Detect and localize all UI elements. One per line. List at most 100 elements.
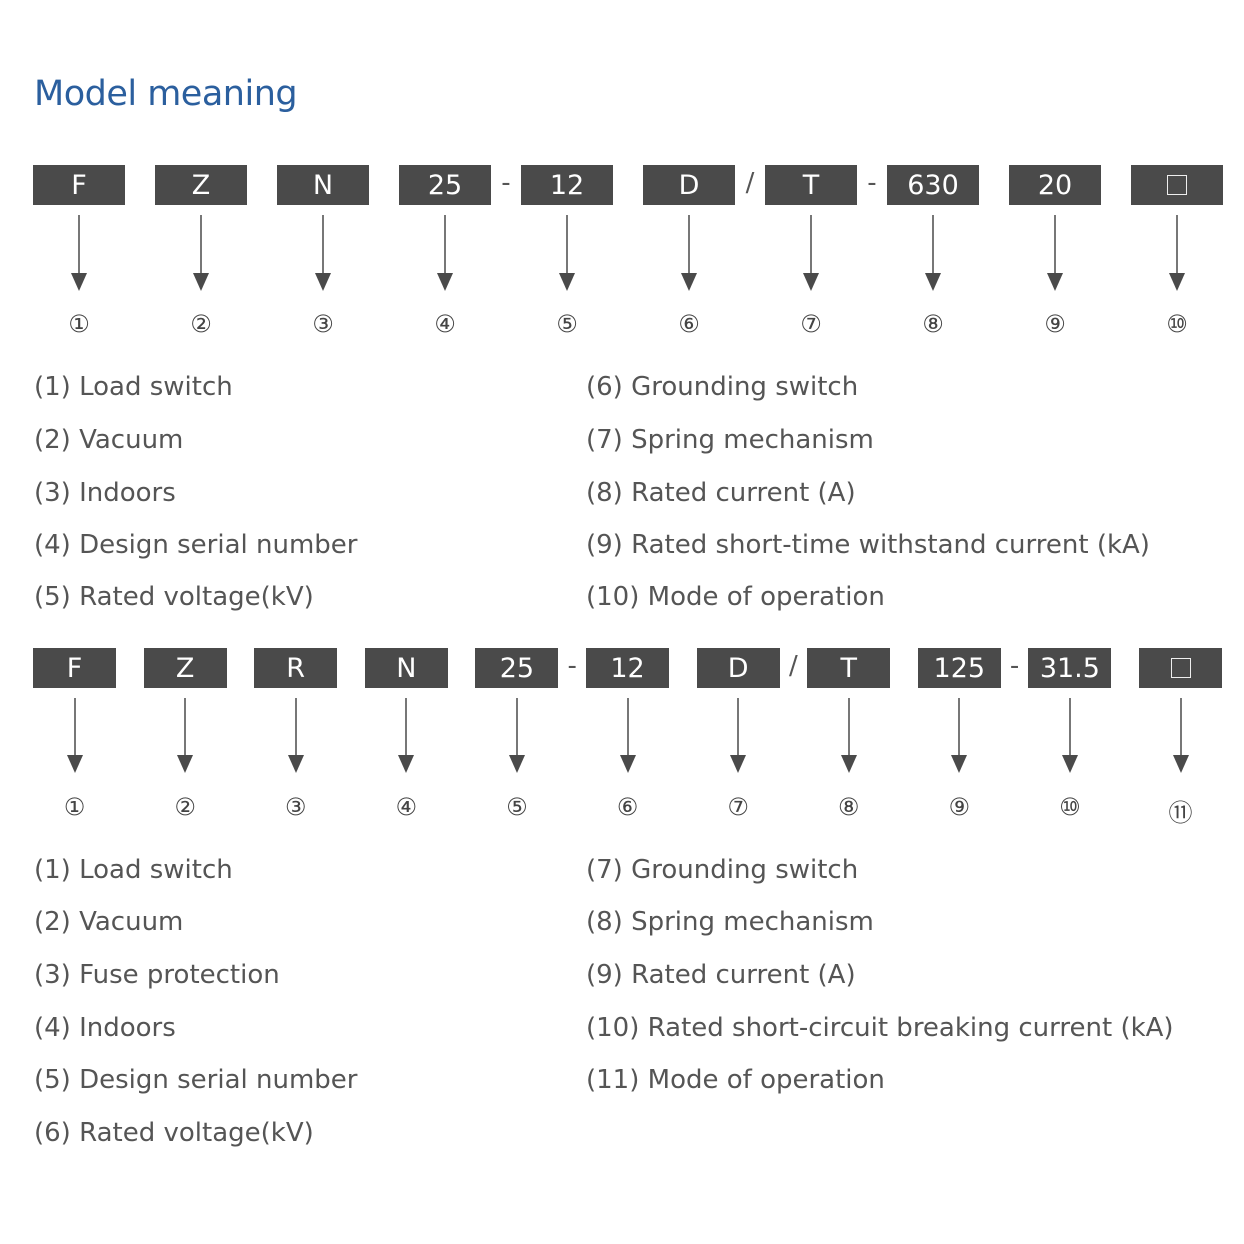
legend-item: (1) Load switch	[34, 372, 233, 402]
code-text: 25	[427, 169, 463, 201]
blank-square-icon	[1170, 658, 1191, 678]
code-box: 630	[887, 165, 979, 205]
legend-item: (4) Indoors	[34, 1013, 176, 1043]
legend-item: (7) Grounding switch	[586, 855, 859, 885]
code-box: 20	[1009, 165, 1101, 205]
down-arrow-icon	[681, 215, 697, 291]
legend-item: (4) Design serial number	[34, 530, 358, 560]
code-text: 12	[549, 169, 585, 201]
down-arrow-icon	[840, 698, 857, 773]
down-arrow-icon	[437, 215, 453, 291]
code-text: 12	[610, 652, 645, 684]
position-marker: ⑥	[678, 310, 700, 338]
position-marker: ⑪	[1168, 799, 1193, 827]
down-arrow-icon	[287, 698, 304, 773]
code-separator: -	[867, 168, 877, 198]
code-text: D	[727, 652, 749, 684]
down-arrow-icon	[951, 698, 968, 773]
down-arrow-icon	[177, 698, 194, 773]
code-text: Z	[175, 652, 195, 684]
down-arrow-icon	[1047, 215, 1063, 291]
position-marker: ④	[395, 793, 418, 821]
code-text: N	[312, 169, 334, 201]
legend-item: (2) Vacuum	[34, 425, 184, 455]
code-box	[1139, 648, 1222, 688]
down-arrow-icon	[1061, 698, 1078, 773]
position-marker: ⑧	[922, 310, 944, 338]
code-box: Z	[155, 165, 247, 205]
position-marker: ⑩	[1059, 793, 1081, 821]
position-marker: ⑤	[556, 310, 578, 338]
code-box: N	[277, 165, 369, 205]
down-arrow-icon	[803, 215, 819, 291]
down-arrow-icon	[925, 215, 941, 291]
code-text: D	[678, 169, 700, 201]
down-arrow-icon	[619, 698, 636, 773]
legend-item: (8) Rated current (A)	[586, 478, 856, 508]
legend-item: (10) Mode of operation	[586, 582, 885, 612]
position-marker: ①	[63, 793, 86, 821]
page-title: Model meaning	[34, 74, 298, 114]
code-box: 31.5	[1028, 648, 1112, 688]
code-separator: -	[567, 651, 577, 681]
down-arrow-icon	[398, 698, 415, 773]
legend-item: (5) Design serial number	[34, 1065, 358, 1095]
code-box: R	[254, 648, 338, 688]
code-box: N	[364, 648, 448, 688]
code-separator: -	[501, 168, 511, 198]
down-arrow-icon	[71, 215, 87, 291]
blank-square-icon	[1167, 175, 1187, 195]
position-marker: ⑧	[837, 793, 860, 821]
code-text: 125	[933, 652, 986, 684]
code-separator: -	[1009, 651, 1020, 681]
position-marker: ①	[68, 310, 90, 338]
position-marker: ②	[190, 310, 212, 338]
down-arrow-icon	[66, 698, 83, 773]
position-marker: ⑥	[616, 793, 639, 821]
down-arrow-icon	[1169, 215, 1185, 291]
code-box: D	[696, 648, 780, 688]
position-marker: ⑩	[1166, 310, 1188, 338]
position-marker: ⑤	[506, 793, 528, 821]
down-arrow-icon	[1172, 698, 1189, 773]
code-text: 20	[1037, 169, 1073, 201]
code-text: 630	[907, 169, 959, 201]
legend-item: (11) Mode of operation	[586, 1065, 885, 1095]
code-box: 25	[475, 648, 559, 688]
down-arrow-icon	[193, 215, 209, 291]
code-box: F	[33, 648, 116, 688]
code-text: T	[840, 652, 857, 684]
legend-item: (3) Fuse protection	[34, 960, 280, 990]
code-box: T	[807, 648, 891, 688]
code-separator: /	[745, 168, 755, 198]
code-box: D	[643, 165, 735, 205]
position-marker: ⑦	[727, 793, 749, 821]
down-arrow-icon	[508, 698, 525, 773]
position-marker: ③	[312, 310, 334, 338]
legend-item: (8) Spring mechanism	[586, 907, 874, 937]
code-text: F	[71, 169, 87, 201]
down-arrow-icon	[315, 215, 331, 291]
position-marker: ④	[434, 310, 456, 338]
position-marker: ⑨	[948, 793, 971, 821]
code-text: 25	[499, 652, 535, 684]
legend-item: (9) Rated short-time withstand current (…	[586, 530, 1150, 560]
code-box: 125	[917, 648, 1001, 688]
position-marker: ⑨	[1044, 310, 1066, 338]
code-text: N	[396, 652, 417, 684]
code-box	[1131, 165, 1223, 205]
legend-item: (6) Grounding switch	[586, 372, 859, 402]
code-box: F	[33, 165, 125, 205]
code-text: F	[66, 652, 83, 684]
code-text: Z	[191, 169, 211, 201]
code-box: 25	[399, 165, 491, 205]
legend-item: (10) Rated short-circuit breaking curren…	[586, 1013, 1174, 1043]
code-text: T	[802, 169, 820, 201]
down-arrow-icon	[730, 698, 747, 773]
position-marker: ⑦	[800, 310, 822, 338]
legend-item: (7) Spring mechanism	[586, 425, 874, 455]
legend-item: (5) Rated voltage(kV)	[34, 582, 314, 612]
legend-item: (9) Rated current (A)	[586, 960, 856, 990]
code-text: 31.5	[1039, 652, 1100, 684]
legend-item: (6) Rated voltage(kV)	[34, 1118, 314, 1148]
